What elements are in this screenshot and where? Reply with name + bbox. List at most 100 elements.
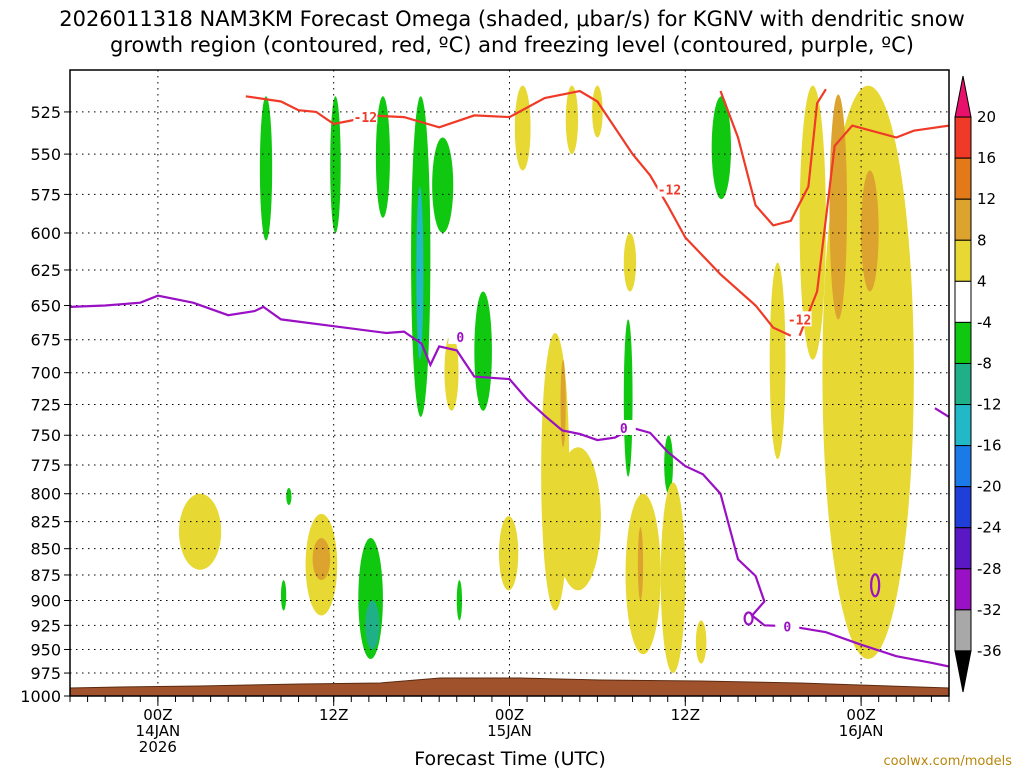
xtick-label-0: 00Z bbox=[143, 706, 172, 724]
xtick-year-0: 2026 bbox=[139, 738, 177, 756]
omega-shade-17 bbox=[312, 537, 331, 581]
colorbar-label-9: -20 bbox=[977, 478, 1002, 496]
xtick-label-4: 00Z bbox=[846, 706, 875, 724]
omega-shade-5 bbox=[432, 137, 454, 233]
colorbar-label-2: 12 bbox=[977, 190, 996, 208]
freezing-loop-a bbox=[870, 573, 881, 598]
xtick-date-0: 14JAN bbox=[136, 722, 181, 740]
x-axis-title: Forecast Time (UTC) bbox=[414, 748, 605, 768]
colorbar-box-3 bbox=[954, 198, 972, 241]
colorbar-box-2 bbox=[954, 157, 972, 200]
dgz-label-2: -12 bbox=[658, 184, 681, 199]
colorbar-label-3: 8 bbox=[977, 231, 987, 249]
omega-shade-19 bbox=[498, 516, 519, 591]
colorbar-box-6 bbox=[954, 321, 972, 364]
colorbar-label-6: -8 bbox=[977, 354, 992, 372]
omega-shade-12 bbox=[286, 488, 292, 505]
chart-title-line1: 2026011318 NAM3KM Forecast Omega (shaded… bbox=[59, 7, 965, 31]
ytick-label-675: 675 bbox=[30, 331, 61, 350]
freezing-label-2-bg bbox=[611, 419, 636, 435]
colorbar-label-11: -28 bbox=[977, 560, 1002, 578]
omega-shade-32 bbox=[799, 85, 826, 360]
terrain-fill bbox=[69, 677, 950, 697]
credit-text: coolwx.com/models bbox=[883, 754, 1012, 768]
omega-shade-21 bbox=[555, 447, 601, 591]
omega-shade-31 bbox=[769, 262, 786, 460]
colorbar-label-0: 20 bbox=[977, 108, 996, 126]
freezing-label-1-bg bbox=[448, 329, 473, 345]
omega-shade-30 bbox=[623, 232, 637, 292]
freezing-label-1: 0 bbox=[456, 331, 464, 346]
chart-title-line2: growth region (contoured, red, ºC) and f… bbox=[110, 33, 914, 57]
ytick-label-525: 525 bbox=[30, 103, 61, 122]
ytick-label-875: 875 bbox=[30, 566, 61, 585]
freezing-label-3-bg bbox=[775, 618, 800, 634]
colorbar-box-1 bbox=[954, 116, 972, 159]
ytick-label-825: 825 bbox=[30, 513, 61, 532]
dgz-label-2-bg bbox=[657, 181, 682, 197]
omega-shade-2 bbox=[375, 96, 390, 218]
colorbar-box-10 bbox=[954, 486, 972, 529]
terrain bbox=[69, 677, 950, 697]
omega-shade-24 bbox=[637, 527, 644, 601]
plot-area: -12 -12 -12 0 0 0 bbox=[69, 69, 950, 697]
ytick-label-775: 775 bbox=[30, 456, 61, 475]
omega-shade-15 bbox=[178, 493, 222, 570]
colorbar-label-12: -32 bbox=[977, 601, 1002, 619]
colorbar-box-13 bbox=[954, 609, 972, 652]
omega-shade-1 bbox=[330, 96, 341, 233]
omega-shade-27 bbox=[514, 85, 531, 171]
ytick-label-850: 850 bbox=[30, 540, 61, 559]
colorbar-label-1: 16 bbox=[977, 149, 996, 167]
omega-shade-25 bbox=[660, 482, 686, 674]
dgz-label-3-bg bbox=[787, 311, 812, 327]
omega-shade-0 bbox=[259, 96, 273, 241]
omega-shade-4 bbox=[416, 186, 424, 360]
xtick-label-3: 12Z bbox=[671, 706, 700, 724]
omega-shade-29 bbox=[592, 85, 603, 138]
ytick-label-600: 600 bbox=[30, 224, 61, 243]
colorbar-box-7 bbox=[954, 362, 972, 406]
colorbar-box-9 bbox=[954, 445, 972, 488]
colorbar-top-arrow bbox=[954, 75, 972, 118]
colorbar-bottom-arrow bbox=[954, 650, 972, 693]
colorbar-box-12 bbox=[954, 568, 972, 611]
omega-shade-11 bbox=[365, 600, 380, 650]
ytick-label-950: 950 bbox=[30, 641, 61, 660]
ytick-label-625: 625 bbox=[30, 261, 61, 280]
ytick-label-700: 700 bbox=[30, 364, 61, 383]
ytick-label-550: 550 bbox=[30, 145, 61, 164]
omega-shade-8 bbox=[623, 319, 633, 477]
colorbar-label-10: -24 bbox=[977, 519, 1002, 537]
omega-shade-34 bbox=[829, 94, 848, 320]
colorbar-label-5: -4 bbox=[977, 313, 992, 331]
omega-shade-23 bbox=[625, 493, 661, 655]
ytick-label-975: 975 bbox=[30, 664, 61, 683]
ytick-label-750: 750 bbox=[30, 426, 61, 445]
omega-shade-6 bbox=[474, 291, 492, 411]
colorbar-label-13: -36 bbox=[977, 642, 1002, 660]
colorbar-label-8: -16 bbox=[977, 437, 1002, 455]
ytick-label-725: 725 bbox=[30, 396, 61, 415]
colorbar: 20 16 12 8 4 -4 -8 -12 -16 -20 -24 -28 -32 -36 bbox=[954, 75, 1002, 693]
ytick-label-575: 575 bbox=[30, 185, 61, 204]
xtick-label-2: 00Z bbox=[495, 706, 524, 724]
colorbar-box-11 bbox=[954, 527, 972, 570]
gridlines bbox=[70, 70, 949, 697]
omega-shade-14 bbox=[456, 580, 463, 621]
freezing-label-3: 0 bbox=[783, 620, 791, 635]
ytick-label-650: 650 bbox=[30, 297, 61, 316]
xtick-date-4: 16JAN bbox=[839, 722, 884, 740]
freezing-edge-segment bbox=[934, 407, 950, 418]
freezing-label-2: 0 bbox=[620, 422, 628, 437]
ytick-label-1000: 1000 bbox=[20, 687, 61, 706]
ytick-label-925: 925 bbox=[30, 616, 61, 635]
omega-shade-13 bbox=[280, 580, 287, 611]
freezing-loop-b bbox=[743, 611, 754, 626]
xtick-label-1: 12Z bbox=[319, 706, 348, 724]
colorbar-label-7: -12 bbox=[977, 396, 1002, 414]
omega-shade-18 bbox=[444, 332, 459, 411]
y-axis: 525 550 575 600 625 650 675 700 725 750 775 800 825 8… bbox=[20, 103, 70, 706]
